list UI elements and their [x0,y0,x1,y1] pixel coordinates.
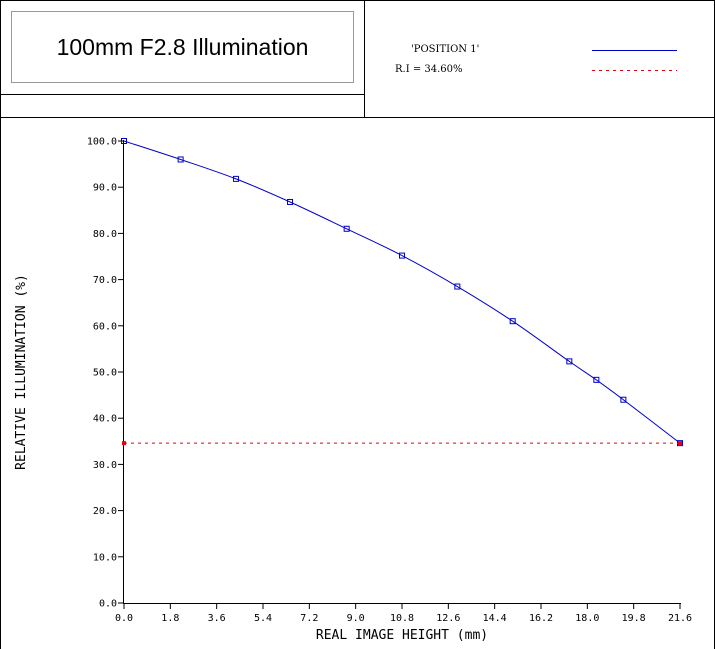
chart-title-box: 100mm F2.8 Illumination [11,11,354,83]
x-tick-label: 1.8 [161,613,179,624]
data-point-marker [121,138,127,144]
y-tick-label: 90.0 [93,183,117,194]
data-point-marker [177,156,184,163]
x-tick-label: 18.0 [575,613,599,624]
data-point-marker [620,396,627,403]
y-axis-label: RELATIVE ILLUMINATION (%) [14,274,29,470]
chart-title: 100mm F2.8 Illumination [56,33,309,60]
data-point-marker [232,175,239,182]
y-tick-label: 70.0 [93,275,117,286]
x-tick-label: 7.2 [300,613,318,624]
axis-ticks [118,140,681,609]
data-point-marker [287,198,294,205]
y-tick-label: 30.0 [93,460,117,471]
x-tick-label: 16.2 [529,613,553,624]
legend-label-ri: R.I = 34.60% [395,64,463,75]
data-point-marker [343,225,350,232]
data-point-marker [566,358,573,365]
y-tick-label: 60.0 [93,321,117,332]
data-point-marker [399,252,405,259]
y-tick-label: 0.0 [99,599,117,610]
plot-area [121,138,683,447]
x-tick-label: 0.0 [115,613,133,624]
x-tick-label: 19.8 [622,613,646,624]
x-tick-label: 21.6 [668,613,692,624]
x-tick-label: 3.6 [208,613,226,624]
axes [123,140,681,604]
axis-tick-labels: 0.0 1.8 3.6 5.4 7.2 9.0 10.8 12.6 14.4 16.2 18.0 19… [87,137,692,625]
y-tick-label: 100.0 [87,137,117,148]
data-point-marker [454,283,461,290]
legend-label-position-1: 'POSITION 1' [411,44,480,55]
series-line-position-1 [123,140,681,444]
x-tick-label: 9.0 [347,613,365,624]
y-tick-label: 80.0 [93,229,117,240]
data-point-marker [509,318,516,325]
y-tick-label: 10.0 [93,552,117,563]
y-tick-label: 40.0 [93,414,117,425]
x-axis-label: REAL IMAGE HEIGHT (mm) [316,628,488,643]
x-tick-label: 10.8 [390,613,414,624]
data-point-marker [593,376,600,383]
x-tick-label: 12.6 [436,613,460,624]
y-tick-label: 50.0 [93,368,117,379]
reference-end-marker [122,441,126,446]
y-tick-label: 20.0 [93,506,117,517]
x-tick-label: 5.4 [254,613,272,624]
x-tick-label: 14.4 [483,613,507,624]
reference-end-marker [678,441,682,446]
